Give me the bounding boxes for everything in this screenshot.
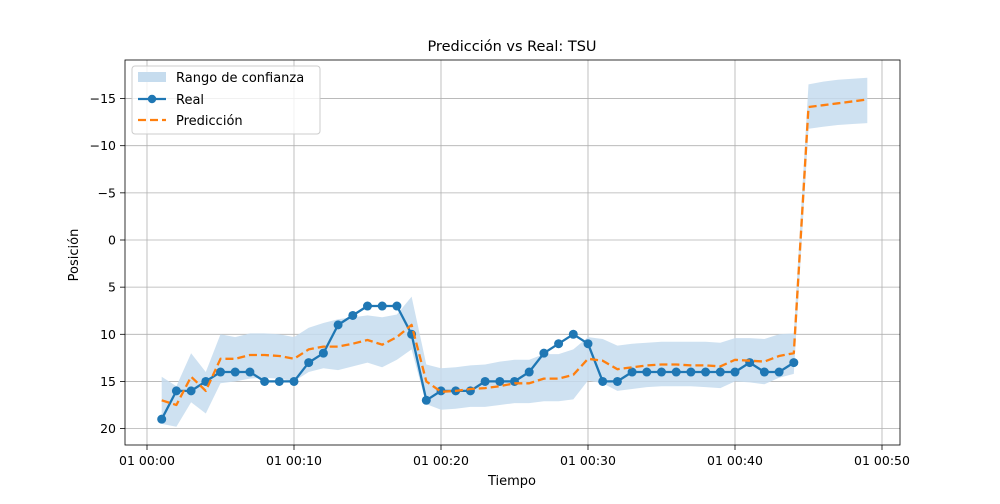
real-point: [304, 358, 314, 368]
real-point: [774, 367, 784, 377]
y-tick-label: 5: [108, 280, 116, 295]
legend-frame: [131, 65, 321, 135]
real-point: [554, 339, 564, 349]
real-point: [421, 395, 431, 405]
real-point: [730, 367, 740, 377]
legend-prediction-label: Predicción: [176, 114, 243, 129]
confidence-band: [161, 77, 868, 427]
real-point: [216, 367, 225, 377]
y-tick-label: 20: [100, 421, 116, 436]
real-point: [495, 376, 505, 386]
prediction-series-line: [161, 98, 868, 407]
x-tick-label: 01 00:50: [854, 453, 910, 468]
real-point: [318, 348, 328, 358]
x-tick-label: 01 00:30: [560, 453, 616, 468]
legend-real-marker: [147, 94, 157, 104]
y-axis-label: Posición: [67, 229, 82, 282]
x-tick-label: 01 00:40: [707, 453, 763, 468]
real-point: [568, 329, 578, 339]
real-point: [289, 376, 299, 386]
real-point: [789, 358, 799, 368]
real-point: [436, 386, 446, 396]
y-tick-label: 15: [100, 374, 116, 389]
real-point: [612, 376, 622, 386]
y-tick-label: 10: [100, 327, 116, 342]
real-point: [480, 376, 490, 386]
real-point: [627, 367, 637, 377]
real-point: [348, 310, 358, 320]
real-point: [392, 301, 402, 311]
y-axis: 20 15 10 5 0 −5 −10 −15: [90, 91, 125, 436]
real-point: [583, 339, 593, 349]
real-point: [363, 301, 372, 311]
y-tick-label: −5: [98, 185, 116, 200]
y-tick-label: 0: [108, 233, 116, 248]
real-point: [230, 367, 240, 377]
real-point: [245, 367, 255, 377]
real-point: [157, 414, 167, 424]
legend-band-swatch: [138, 72, 166, 82]
real-point: [274, 376, 284, 386]
real-point: [539, 348, 549, 358]
legend-real-label: Real: [176, 93, 204, 108]
real-point: [701, 367, 711, 377]
plot-area: [157, 77, 868, 427]
y-tick-label: −10: [90, 138, 116, 153]
real-point: [671, 367, 681, 377]
x-tick-label: 01 00:10: [266, 453, 322, 468]
real-point: [186, 386, 196, 396]
real-point: [524, 367, 534, 377]
x-tick-label: 01 00:00: [119, 453, 175, 468]
x-tick-label: 01 00:20: [413, 453, 469, 468]
x-axis-label: Tiempo: [487, 474, 536, 489]
x-axis: 01 00:00 01 00:10 01 00:20 01 00:30 01 00:40…: [119, 445, 910, 468]
real-point: [642, 367, 652, 377]
real-point: [171, 386, 181, 396]
real-point: [260, 376, 270, 386]
real-point: [510, 376, 519, 386]
legend: Rango de confianza Real Predicción: [131, 65, 321, 135]
real-point: [759, 367, 769, 377]
real-point: [377, 301, 387, 311]
real-point: [686, 367, 696, 377]
real-point: [333, 320, 343, 330]
real-point: [598, 376, 608, 386]
chart-title: Predicción vs Real: TSU: [427, 39, 596, 55]
plot-frame: [124, 59, 901, 446]
real-point: [657, 367, 666, 377]
y-tick-label: −15: [90, 91, 116, 106]
legend-band-label: Rango de confianza: [176, 71, 304, 86]
real-point: [715, 367, 725, 377]
